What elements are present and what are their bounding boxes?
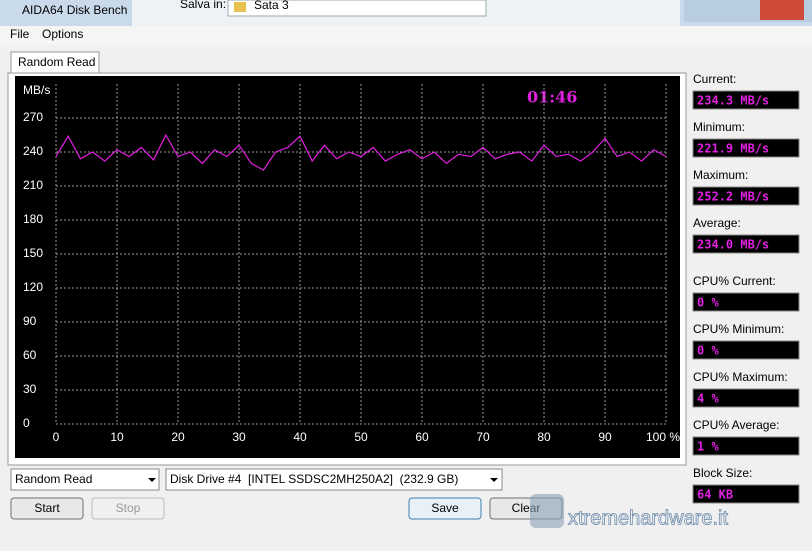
- test-select[interactable]: [10, 468, 160, 491]
- stat-box: [692, 292, 800, 312]
- x-tick-label: 70: [476, 430, 490, 444]
- stat-value: 64 KB: [697, 488, 733, 502]
- x-tick-label: 30: [232, 430, 246, 444]
- save-in-label: Salva in:: [180, 0, 226, 11]
- y-tick-label: 120: [23, 280, 43, 294]
- drive-select[interactable]: [165, 468, 503, 491]
- stat-box: [692, 388, 800, 408]
- tab-label[interactable]: Random Read: [18, 55, 95, 69]
- stat-value: 221.9 MB/s: [697, 142, 769, 156]
- y-tick-label: 210: [23, 178, 43, 192]
- stat-label: CPU% Minimum:: [693, 322, 784, 336]
- chart-area: [15, 76, 680, 458]
- menu-bar: [0, 26, 812, 45]
- dropdown-arrow: [490, 478, 498, 482]
- x-tick-label: 0: [53, 430, 60, 444]
- stat-value: 4 %: [697, 392, 719, 406]
- menu-item[interactable]: Options: [42, 27, 83, 41]
- stat-value: 252.2 MB/s: [697, 190, 769, 204]
- menu-item[interactable]: File: [10, 27, 30, 41]
- stat-label: CPU% Average:: [693, 418, 780, 432]
- y-tick-label: 240: [23, 144, 43, 158]
- stat-box: [692, 234, 800, 254]
- x-tick-label: 90: [598, 430, 612, 444]
- stat-label: CPU% Current:: [693, 274, 776, 288]
- window-title: AIDA64 Disk Bench: [22, 3, 127, 17]
- stat-label: Average:: [693, 216, 741, 230]
- data-line: [55, 133, 667, 171]
- y-tick-label: 270: [23, 110, 43, 124]
- drive-select-value[interactable]: Disk Drive #4 [INTEL SSDSC2MH250A2] (232…: [170, 472, 458, 486]
- y-tick-label: 150: [23, 246, 43, 260]
- stat-label: Block Size:: [693, 466, 752, 480]
- close-button[interactable]: [760, 0, 804, 20]
- button-label[interactable]: Save: [431, 501, 459, 515]
- x-tick-label: 100 %: [646, 430, 680, 444]
- x-tick-label: 50: [354, 430, 368, 444]
- folder-name: Sata 3: [254, 0, 289, 12]
- stat-box: [692, 138, 800, 158]
- button[interactable]: [91, 497, 165, 520]
- x-tick-label: 40: [293, 430, 307, 444]
- x-tick-label: 80: [537, 430, 551, 444]
- stat-label: Minimum:: [693, 120, 745, 134]
- y-unit: MB/s: [23, 83, 50, 97]
- x-tick-label: 60: [415, 430, 429, 444]
- button-label[interactable]: Start: [34, 501, 60, 515]
- button[interactable]: [10, 497, 84, 520]
- test-select-value[interactable]: Random Read: [15, 472, 92, 486]
- stat-box: [692, 186, 800, 206]
- stat-value: 0 %: [697, 344, 719, 358]
- stat-box: [692, 436, 800, 456]
- y-tick-label: 180: [23, 212, 43, 226]
- y-tick-label: 30: [23, 382, 37, 396]
- watermark: xtremehardware.it: [568, 507, 729, 529]
- stat-label: Maximum:: [693, 168, 748, 182]
- x-tick-label: 10: [110, 430, 124, 444]
- folder-combo[interactable]: [227, 0, 487, 17]
- y-tick-label: 90: [23, 314, 37, 328]
- elapsed-time: 01:46: [527, 88, 577, 107]
- stat-value: 1 %: [697, 440, 719, 454]
- folder-icon: [234, 2, 246, 12]
- stat-label: CPU% Maximum:: [693, 370, 788, 384]
- stat-box: [692, 90, 800, 110]
- stat-value: 234.3 MB/s: [697, 94, 769, 108]
- stat-label: Current:: [693, 72, 736, 86]
- dropdown-arrow: [148, 478, 156, 482]
- stat-value: 234.0 MB/s: [697, 238, 769, 252]
- button-label[interactable]: Stop: [116, 501, 141, 515]
- stat-box: [692, 484, 800, 504]
- y-tick-label: 0: [23, 416, 30, 430]
- button[interactable]: [408, 497, 482, 520]
- stat-value: 0 %: [697, 296, 719, 310]
- y-tick-label: 60: [23, 348, 37, 362]
- watermark-logo: [530, 494, 564, 528]
- x-tick-label: 20: [171, 430, 185, 444]
- stat-box: [692, 340, 800, 360]
